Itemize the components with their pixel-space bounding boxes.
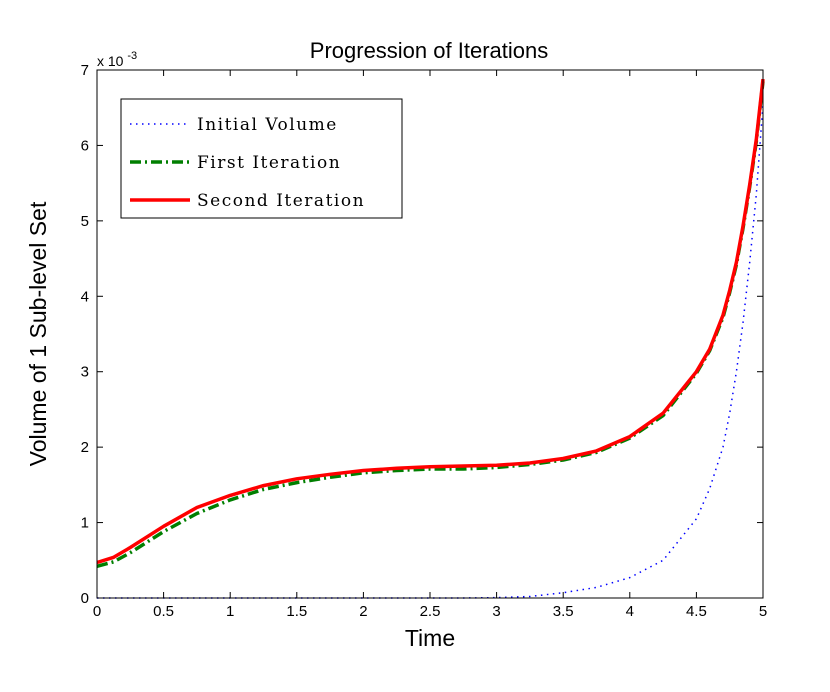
series-line-2 <box>96 81 765 568</box>
y-axis-label: Volume of 1 Sub-level Set <box>25 201 51 466</box>
x-tick-label: 2 <box>359 603 367 620</box>
x-tick-label: 1 <box>226 603 234 620</box>
legend-label-2: First Iteration <box>197 153 341 173</box>
x-tick-label: 0 <box>93 603 101 620</box>
y-tick-label: 3 <box>81 364 89 381</box>
legend-box <box>120 98 403 219</box>
x-tick-label: 5 <box>759 603 767 620</box>
x-tick-label: 2.5 <box>420 603 441 620</box>
chart-title: Progression of Iterations <box>310 38 548 63</box>
y-multiplier-base: x 10 <box>97 53 124 69</box>
y-tick-label: 1 <box>81 515 89 532</box>
x-tick-label: 1.5 <box>286 603 307 620</box>
legend: Initial Volume First Iteration Second Iter… <box>120 98 403 219</box>
plot-area <box>96 78 765 599</box>
y-multiplier-exponent: -3 <box>127 50 137 62</box>
y-tick-label: 5 <box>81 213 89 230</box>
x-tick-label: 4.5 <box>686 603 707 620</box>
series-line-3 <box>96 78 765 565</box>
x-axis-label: Time <box>405 625 455 651</box>
y-multiplier: x 10 -3 <box>97 50 137 69</box>
y-tick-label: 6 <box>81 137 89 154</box>
y-tick-label: 0 <box>81 590 89 607</box>
x-tick-label: 0.5 <box>153 603 174 620</box>
x-tick-label: 3.5 <box>553 603 574 620</box>
y-tick-label: 7 <box>81 62 89 79</box>
y-tick-label: 2 <box>81 439 89 456</box>
y-tick-label: 4 <box>81 288 89 305</box>
legend-label-1: Initial Volume <box>197 115 338 135</box>
legend-label-3: Second Iteration <box>197 191 365 211</box>
axis-ticks: 0 0.5 1 1.5 2 2.5 3 3.5 4 4.5 5 0 1 2 3 4 5 6 7 <box>81 62 768 620</box>
x-tick-label: 4 <box>626 603 634 620</box>
x-tick-label: 3 <box>492 603 500 620</box>
